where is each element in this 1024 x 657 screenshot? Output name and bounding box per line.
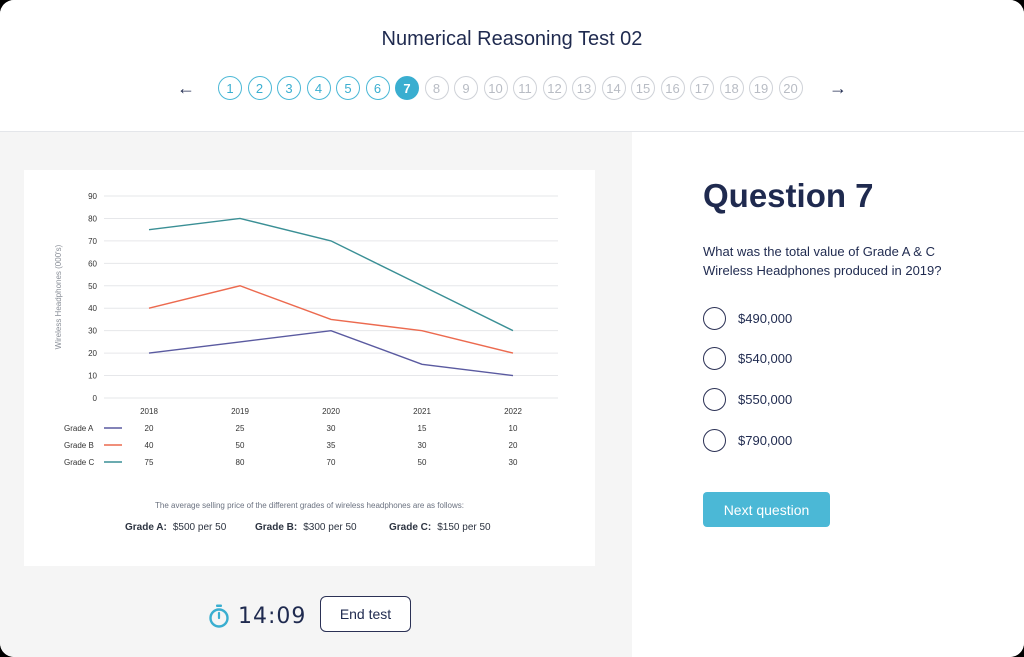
legend-label: Grade A [64, 424, 94, 433]
next-question-button[interactable]: Next question [703, 492, 830, 527]
price-grade-c: Grade C: $150 per 50 [389, 522, 491, 533]
legend-label: Grade C [64, 458, 94, 467]
answer-option-1[interactable]: $490,000 [703, 306, 792, 330]
page-button-1[interactable]: 1 [218, 76, 242, 100]
option-label: $540,000 [738, 350, 793, 366]
table-cell: 25 [236, 424, 245, 433]
y-tick-label: 90 [88, 192, 97, 201]
page-button-20[interactable]: 20 [778, 76, 803, 100]
table-cell: 50 [236, 441, 245, 450]
x-tick-label: 2022 [504, 407, 522, 416]
radio-button[interactable] [703, 387, 726, 411]
page-title: Numerical Reasoning Test 02 [381, 28, 643, 50]
pricing-note: The average selling price of the differe… [155, 501, 464, 510]
table-cell: 30 [418, 441, 427, 450]
pricing-list: Grade A: $500 per 50 Grade B: $300 per 50 … [24, 522, 595, 536]
page-button-4[interactable]: 4 [306, 76, 331, 100]
table-cell: 35 [327, 441, 336, 450]
answer-option-4[interactable]: $790,000 [703, 428, 792, 452]
table-cell: 70 [327, 458, 336, 467]
timer: 14:09 [208, 601, 306, 631]
page-button-7[interactable]: 7 [395, 76, 419, 100]
series-line-grade-b [148, 285, 514, 354]
y-tick-label: 0 [93, 394, 98, 403]
table-cell: 50 [418, 458, 427, 467]
y-tick-label: 80 [88, 214, 97, 223]
page-button-17[interactable]: 17 [690, 76, 714, 100]
option-label: $490,000 [738, 310, 793, 326]
table-cell: 30 [509, 458, 518, 467]
series-line-grade-a [148, 329, 514, 377]
stopwatch-icon [209, 604, 229, 628]
y-tick-label: 10 [88, 372, 97, 381]
table-cell: 80 [236, 458, 245, 467]
y-tick-label: 50 [88, 282, 97, 291]
answer-option-3[interactable]: $550,000 [703, 387, 792, 411]
chart-panel: 0 10 20 30 40 50 60 70 80 90 Wireless Headphones (… [0, 132, 632, 657]
price-grade-a: Grade A: $500 per 50 [125, 522, 227, 533]
series-line-grade-c [148, 217, 514, 332]
page-button-6[interactable]: 6 [365, 76, 390, 100]
legend-label: Grade B [64, 441, 94, 450]
option-label: $790,000 [738, 432, 793, 448]
timer-value: 14:09 [238, 603, 307, 629]
page-button-13[interactable]: 13 [572, 76, 596, 100]
table-cell: 20 [509, 441, 518, 450]
arrow-left-icon[interactable]: ← [177, 77, 195, 98]
question-pager: ← 1 2 3 4 5 6 7 8 9 10 11 12 13 14 15 16 17 18 19 20 → [0, 76, 1024, 100]
y-tick-label: 20 [88, 349, 97, 358]
page-button-3[interactable]: 3 [277, 76, 301, 100]
x-tick-label: 2020 [322, 407, 340, 416]
price-grade-b: Grade B: $300 per 50 [255, 522, 357, 533]
y-tick-label: 60 [88, 259, 97, 268]
x-tick-label: 2018 [140, 407, 158, 416]
table-cell: 10 [509, 424, 518, 433]
page-button-8[interactable]: 8 [424, 76, 449, 100]
page-button-9[interactable]: 9 [454, 76, 478, 100]
page-button-19[interactable]: 19 [749, 76, 773, 100]
option-label: $550,000 [738, 391, 793, 407]
chart-card: 0 10 20 30 40 50 60 70 80 90 Wireless Headphones (… [24, 170, 595, 566]
page-button-12[interactable]: 12 [542, 76, 567, 100]
question-title: Question 7 [703, 177, 874, 214]
page-button-14[interactable]: 14 [601, 76, 626, 100]
radio-button[interactable] [703, 306, 726, 330]
page-button-5[interactable]: 5 [336, 76, 360, 100]
page-button-10[interactable]: 10 [483, 76, 508, 100]
question-text: What was the total value of Grade A & C … [703, 244, 942, 278]
page-button-16[interactable]: 16 [660, 76, 685, 100]
radio-button[interactable] [703, 346, 726, 370]
page-button-18[interactable]: 18 [719, 76, 744, 100]
table-cell: 15 [418, 424, 427, 433]
arrow-right-icon[interactable]: → [829, 77, 847, 98]
answer-option-2[interactable]: $540,000 [703, 346, 792, 370]
x-tick-label: 2021 [413, 407, 431, 416]
page-button-2[interactable]: 2 [247, 76, 272, 100]
x-tick-label: 2019 [231, 407, 249, 416]
table-cell: 30 [327, 424, 336, 433]
table-cell: 75 [145, 458, 154, 467]
table-cell: 20 [145, 424, 154, 433]
y-tick-label: 30 [88, 327, 97, 336]
y-axis-label: Wireless Headphones (000's) [54, 244, 63, 349]
table-cell: 40 [145, 441, 154, 450]
page-button-15[interactable]: 15 [631, 76, 655, 100]
page-button-11[interactable]: 11 [513, 76, 537, 100]
line-chart: 0 10 20 30 40 50 60 70 80 90 Wireless Headphones (… [54, 192, 558, 467]
question-panel: Question 7 What was the total value of G… [632, 132, 1024, 657]
y-tick-label: 40 [88, 304, 97, 313]
end-test-button[interactable]: End test [320, 596, 411, 632]
radio-button[interactable] [703, 428, 726, 452]
y-tick-label: 70 [88, 237, 97, 246]
